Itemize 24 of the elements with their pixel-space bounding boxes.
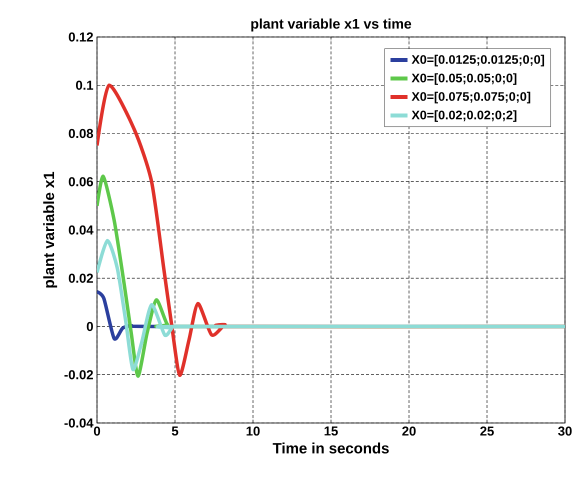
x-tick-label: 10 bbox=[246, 426, 260, 436]
x-tick-label: 25 bbox=[480, 426, 494, 436]
x-tick-label: 30 bbox=[558, 426, 572, 436]
y-tick-label: 0.08 bbox=[68, 128, 94, 138]
legend-label: X0=[0.05;0.05;0;0] bbox=[412, 73, 516, 85]
legend-label: X0=[0.0125;0.0125;0;0] bbox=[412, 54, 544, 66]
x-axis-title: Time in seconds bbox=[272, 442, 389, 454]
y-axis-title: plant variable x1 bbox=[43, 172, 58, 288]
y-tick-label: 0.1 bbox=[76, 80, 94, 90]
x-tick-label: 20 bbox=[402, 426, 416, 436]
line-series bbox=[97, 238, 566, 372]
y-tick-label: 0.06 bbox=[68, 177, 94, 186]
legend-label: X0=[0.075;0.075;0;0] bbox=[412, 92, 530, 104]
chart-title: plant variable x1 vs time bbox=[251, 18, 412, 32]
y-tick-label: -0.02 bbox=[64, 370, 93, 380]
legend-label: X0=[0.02;0.02;0;2] bbox=[412, 110, 516, 122]
y-tick-label: -0.04 bbox=[64, 418, 94, 428]
x-tick-label: 5 bbox=[172, 426, 178, 436]
y-tick-label: 0.02 bbox=[68, 274, 93, 283]
x-tick-label: 0 bbox=[94, 426, 100, 436]
y-tick-label: 0.04 bbox=[68, 225, 94, 235]
y-tick-label: 0 bbox=[86, 322, 93, 332]
x-tick-label: 15 bbox=[324, 426, 338, 436]
y-tick-label: 0.12 bbox=[68, 32, 93, 42]
